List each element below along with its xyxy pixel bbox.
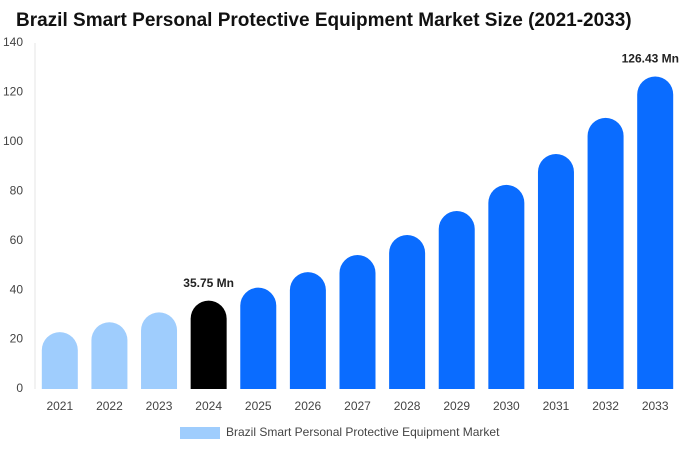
bar	[389, 235, 426, 389]
data-label: 35.75 Mn	[183, 276, 234, 290]
y-tick-label: 40	[10, 282, 24, 296]
x-tick-label: 2031	[543, 399, 570, 413]
x-tick-label: 2027	[344, 399, 371, 413]
y-tick-label: 60	[10, 233, 24, 247]
x-tick-label: 2023	[146, 399, 173, 413]
y-tick-label: 0	[16, 381, 23, 395]
x-tick-label: 2025	[245, 399, 272, 413]
x-tick-label: 2021	[46, 399, 73, 413]
x-tick-label: 2028	[394, 399, 421, 413]
x-tick-label: 2030	[493, 399, 520, 413]
y-tick-label: 140	[3, 35, 23, 49]
chart-title: Brazil Smart Personal Protective Equipme…	[16, 10, 632, 31]
bar	[190, 300, 227, 389]
bar	[438, 211, 475, 389]
bar	[91, 322, 128, 389]
x-tick-label: 2022	[96, 399, 123, 413]
x-tick-label: 2033	[642, 399, 669, 413]
y-tick-label: 100	[3, 134, 23, 148]
bar	[637, 76, 674, 389]
bar	[289, 272, 326, 389]
x-tick-label: 2029	[443, 399, 470, 413]
data-label: 126.43 Mn	[622, 52, 679, 66]
bar	[240, 287, 277, 389]
bar	[488, 184, 525, 389]
legend-label: Brazil Smart Personal Protective Equipme…	[226, 425, 500, 439]
y-tick-label: 80	[10, 183, 24, 197]
bar	[587, 117, 624, 390]
bar	[537, 153, 574, 389]
bar	[141, 312, 178, 389]
y-tick-label: 20	[10, 332, 24, 346]
x-tick-label: 2024	[195, 399, 222, 413]
x-tick-label: 2032	[592, 399, 619, 413]
bar	[339, 255, 376, 389]
legend-swatch	[180, 427, 220, 439]
bar	[41, 332, 78, 389]
y-tick-label: 120	[3, 85, 23, 99]
x-tick-label: 2026	[295, 399, 322, 413]
